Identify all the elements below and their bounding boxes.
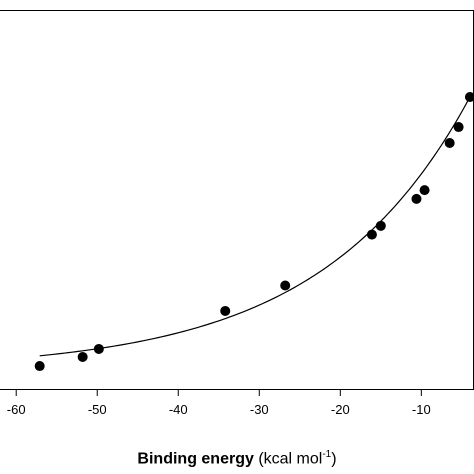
x-axis-label: Binding energy (kcal mol-1) <box>0 449 474 468</box>
data-point <box>280 280 291 291</box>
data-point <box>419 185 430 196</box>
data-point <box>453 122 464 133</box>
x-axis-label-main: Binding energy <box>137 450 254 468</box>
data-point <box>411 193 422 204</box>
x-tick-label: -60 <box>7 402 26 417</box>
data-point <box>366 229 377 240</box>
x-tick-label: -50 <box>88 402 107 417</box>
x-tick-label: -30 <box>250 402 269 417</box>
data-point <box>444 138 455 148</box>
x-tick-label: -20 <box>331 402 350 417</box>
data-point <box>375 220 386 231</box>
fit-curve <box>39 96 471 357</box>
x-tick-label: -40 <box>169 402 188 417</box>
x-axis-label-unit-prefix: (kcal mol <box>258 450 323 468</box>
data-point <box>220 305 231 316</box>
data-point <box>93 343 104 354</box>
data-point <box>464 92 474 103</box>
x-ticks: -60 -50 -40 -30 -20 -10 <box>7 390 431 417</box>
x-axis-label-unit-suffix: ) <box>331 450 337 468</box>
x-tick-label: -10 <box>412 402 431 417</box>
x-axis-label-unit-sup: -1 <box>322 449 332 460</box>
data-point <box>77 351 88 362</box>
data-points <box>34 92 474 372</box>
data-point <box>34 361 45 372</box>
